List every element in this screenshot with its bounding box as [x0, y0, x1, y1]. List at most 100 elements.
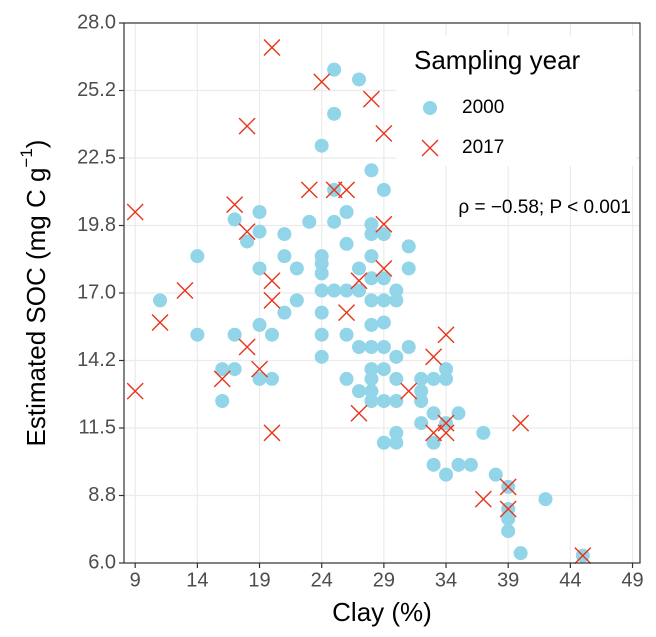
- point: [302, 214, 317, 229]
- point-cross: [213, 370, 231, 388]
- legend-background: [396, 36, 636, 166]
- point: [339, 205, 354, 219]
- point: [439, 467, 454, 482]
- point: [376, 340, 391, 354]
- y-tick-label: 11.5: [79, 416, 116, 438]
- point-cross: [437, 326, 455, 344]
- point: [364, 217, 379, 232]
- point: [376, 271, 391, 286]
- point: [314, 305, 329, 320]
- point-cross: [325, 181, 343, 199]
- point-cross: [263, 272, 281, 290]
- point: [327, 283, 342, 298]
- point: [376, 182, 391, 197]
- point: [364, 362, 379, 377]
- point: [240, 234, 255, 249]
- point: [501, 524, 516, 539]
- point: [314, 327, 329, 342]
- y-tick-label: 17.0: [77, 281, 116, 303]
- point: [389, 349, 404, 364]
- y-axis-title-end: ): [21, 140, 51, 149]
- point-cross: [400, 382, 418, 400]
- x-tick-label: 39: [497, 569, 519, 591]
- point: [314, 349, 329, 364]
- point-cross: [151, 313, 169, 331]
- point: [227, 327, 242, 342]
- point: [414, 371, 429, 386]
- point: [376, 293, 391, 308]
- point: [401, 261, 416, 276]
- point-cross: [362, 90, 380, 108]
- point: [376, 315, 391, 330]
- point: [314, 266, 329, 281]
- point-cross: [338, 304, 356, 322]
- point: [501, 511, 516, 526]
- point: [327, 106, 342, 121]
- point: [513, 546, 528, 561]
- point-cross: [238, 223, 256, 241]
- point: [314, 256, 329, 271]
- y-tick-label: 25.2: [77, 79, 116, 101]
- point-cross: [263, 291, 281, 309]
- point: [351, 384, 366, 399]
- point-cross: [499, 478, 517, 496]
- point: [389, 425, 404, 440]
- point: [351, 261, 366, 276]
- point: [364, 227, 379, 242]
- point-cross: [512, 414, 530, 432]
- x-tick-label: 24: [311, 569, 333, 591]
- point-cross: [313, 73, 331, 91]
- point: [153, 293, 168, 308]
- x-axis-title: Clay (%): [332, 597, 432, 627]
- point: [364, 249, 379, 264]
- point: [351, 283, 366, 298]
- point: [426, 406, 441, 421]
- point-cross: [238, 117, 256, 135]
- point-cross: [126, 203, 144, 221]
- point-cross: [251, 360, 269, 378]
- point: [314, 283, 329, 298]
- point: [439, 371, 454, 386]
- point: [252, 261, 267, 276]
- y-axis-title-text: Estimated SOC (mg C g: [21, 168, 51, 447]
- x-tick-label: 49: [621, 569, 643, 591]
- y-tick-label: 8.8: [88, 484, 116, 506]
- point: [389, 293, 404, 308]
- point-cross: [238, 338, 256, 356]
- point: [264, 327, 279, 342]
- point: [463, 457, 478, 472]
- point: [277, 249, 292, 264]
- point: [339, 327, 354, 342]
- point-cross: [425, 424, 443, 442]
- point: [423, 101, 437, 115]
- point: [327, 214, 342, 229]
- point-cross: [300, 181, 318, 199]
- point: [339, 371, 354, 386]
- point-cross: [499, 500, 517, 518]
- point-cross: [421, 139, 439, 157]
- point: [264, 371, 279, 386]
- point: [190, 327, 205, 342]
- point: [277, 227, 292, 242]
- point: [401, 239, 416, 254]
- point: [351, 72, 366, 87]
- point: [364, 371, 379, 386]
- point: [376, 394, 391, 408]
- point-cross: [338, 181, 356, 199]
- point: [414, 394, 429, 408]
- point: [376, 362, 391, 377]
- x-tick-label: 14: [186, 569, 208, 591]
- point: [314, 138, 329, 153]
- point: [389, 371, 404, 386]
- point: [476, 425, 491, 440]
- point: [289, 293, 304, 308]
- legend-label: 2000: [462, 97, 504, 118]
- point: [364, 394, 379, 408]
- point: [227, 212, 242, 227]
- x-tick-label: 34: [435, 569, 457, 591]
- point-cross: [375, 215, 393, 233]
- point: [376, 227, 391, 242]
- point: [252, 317, 267, 332]
- point: [339, 236, 354, 251]
- point: [252, 224, 267, 239]
